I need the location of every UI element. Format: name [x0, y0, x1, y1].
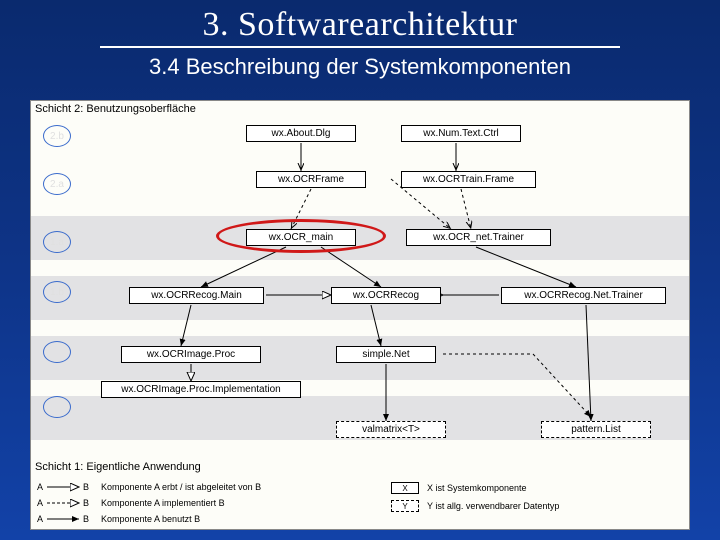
svg-text:A: A [37, 482, 43, 492]
page-subtitle: 3.4 Beschreibung der Systemkomponenten [0, 54, 720, 80]
side-bubble [43, 396, 71, 418]
layer1-label: Schicht 1: Eigentliche Anwendung [35, 461, 201, 473]
side-bubble [43, 341, 71, 363]
svg-text:B: B [83, 482, 89, 492]
side-bubble: 2.b [43, 125, 71, 147]
legend-right: XX ist SystemkomponenteYY ist allg. verw… [391, 479, 559, 515]
component-box: wx.OCRFrame [256, 171, 366, 188]
layer-band [31, 216, 689, 260]
side-bubble: 1.a [43, 231, 71, 253]
component-box: wx.OCRTrain.Frame [401, 171, 536, 188]
svg-text:A: A [37, 498, 43, 508]
legend-row: YY ist allg. verwendbarer Datentyp [391, 497, 559, 515]
svg-text:A: A [37, 514, 43, 524]
legend-left: A BKomponente A erbt / ist abgeleitet vo… [35, 479, 685, 529]
legend-row: XX ist Systemkomponente [391, 479, 559, 497]
side-bubble: 1.b [43, 281, 71, 303]
datatype-box: valmatrix<T> [336, 421, 446, 438]
datatype-box: pattern.List [541, 421, 651, 438]
page-title: 3. Softwarearchitektur [0, 0, 720, 44]
layer2-label: Schicht 2: Benutzungsoberfläche [35, 103, 196, 115]
component-box: wx.OCR_net.Trainer [406, 229, 551, 246]
architecture-diagram: Schicht 2: Benutzungsoberfläche Schicht … [30, 100, 690, 530]
component-box: wx.Num.Text.Ctrl [401, 125, 521, 142]
legend-row: A BKomponente A benutzt B [35, 511, 685, 527]
component-box: simple.Net [336, 346, 436, 363]
svg-text:B: B [83, 514, 89, 524]
component-box: wx.OCRImage.Proc [121, 346, 261, 363]
component-box: wx.OCRRecog [331, 287, 441, 304]
svg-text:B: B [83, 498, 89, 508]
title-underline [100, 46, 620, 48]
component-box: wx.OCRImage.Proc.Implementation [101, 381, 301, 398]
legend-row: A BKomponente A erbt / ist abgeleitet vo… [35, 479, 685, 495]
legend-row: A BKomponente A implementiert B [35, 495, 685, 511]
component-box: wx.OCRRecog.Main [129, 287, 264, 304]
component-box: wx.OCRRecog.Net.Trainer [501, 287, 666, 304]
component-box: wx.About.Dlg [246, 125, 356, 142]
side-bubble: 2.a [43, 173, 71, 195]
component-box: wx.OCR_main [246, 229, 356, 246]
